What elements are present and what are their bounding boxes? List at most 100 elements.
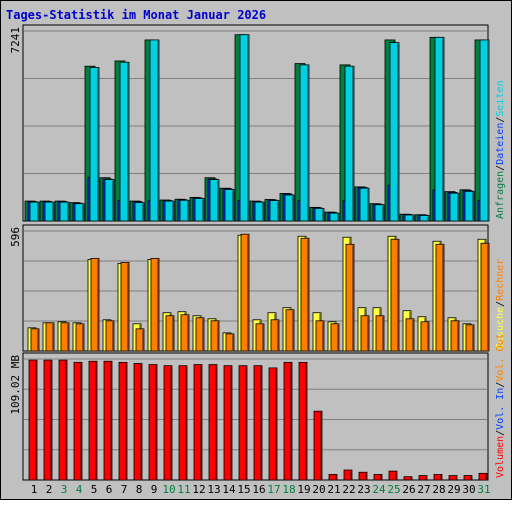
bar-sites-day-21 [330,323,340,352]
bar-shade-sites-day-10 [172,316,174,351]
bar-shade-kbytes-day-5 [95,362,97,480]
x-tick-day-8: 8 [136,483,143,496]
x-tick-day-1: 1 [31,483,38,496]
x-tick-day-15: 15 [237,483,250,496]
chart-panels: 7241Anfragen/Dateien/Seiten596Besuche/Re… [9,24,506,481]
bar-shade-kbytes-day-26 [410,477,412,480]
legend-separator: / [495,165,506,171]
bar-kbytes-day-11 [178,365,188,481]
bar-sites-day-16 [255,323,265,352]
bar-shade-kbytes-day-23 [365,473,367,480]
bar-pages-day-29 [449,192,460,222]
bar-sites-day-30 [465,324,475,352]
bar-sites-day-24 [375,315,385,352]
bar-kbytes-day-6 [103,360,113,481]
x-tick-day-31: 31 [477,483,490,496]
bar-pages-day-19 [299,64,310,222]
bar-kbytes-day-22 [343,469,353,481]
bar-shade-sites-day-11 [187,315,189,351]
bar-shade-sites-day-30 [472,325,474,351]
x-tick-day-25: 25 [387,483,400,496]
x-tick-day-30: 30 [462,483,475,496]
bar-shade-pages-day-21 [337,214,339,221]
bar-sites-day-6 [105,320,115,352]
chart-title: Tages-Statistik im Monat Januar 2026 [6,8,266,22]
bar-sites-day-5 [90,257,100,352]
bar-shade-sites-day-21 [337,324,339,351]
bar-shade-kbytes-day-9 [155,365,157,480]
bar-kbytes-day-28 [433,474,443,481]
bar-kbytes-day-18 [283,361,293,481]
bar-kbytes-day-17 [268,367,278,481]
bar-kbytes-day-1 [28,359,38,481]
bar-shade-kbytes-day-29 [455,476,457,480]
bar-shade-pages-day-27 [427,216,429,221]
bar-shade-kbytes-day-22 [350,471,352,480]
bar-shade-kbytes-day-18 [290,363,292,480]
bar-pages-day-11 [179,199,190,222]
bar-shade-sites-day-23 [367,316,369,351]
bar-kbytes-day-8 [133,363,143,481]
x-tick-day-17: 17 [267,483,280,496]
bar-shade-pages-day-14 [232,190,234,221]
bar-shade-sites-day-25 [397,240,399,351]
bar-shade-kbytes-day-6 [110,362,112,480]
x-tick-day-28: 28 [432,483,445,496]
bar-sites-day-13 [210,320,220,352]
bar-shade-sites-day-7 [127,263,129,351]
bar-sites-day-1 [30,328,40,352]
bar-pages-day-31 [479,39,490,222]
bar-kbytes-day-7 [118,361,128,481]
bar-shade-pages-day-16 [262,203,264,221]
bar-pages-day-26 [404,214,415,222]
bar-shade-pages-day-26 [412,215,414,221]
bar-shade-sites-day-15 [247,235,249,351]
x-tick-day-7: 7 [121,483,128,496]
bar-pages-day-22 [344,65,355,222]
bar-shade-pages-day-30 [472,192,474,221]
bar-shade-pages-day-19 [307,65,309,221]
x-tick-day-16: 16 [252,483,265,496]
bar-pages-day-14 [224,189,235,222]
x-tick-day-12: 12 [192,483,205,496]
bar-pages-day-4 [74,203,85,222]
bar-sites-day-18 [285,309,295,352]
x-axis-day-labels: 1 2 3 4 5 6 7 8 9 10 11 12 13 14 15 16 17 18 19 20 21 22 23 24 2… [31,483,491,496]
bar-pages-day-6 [104,179,115,222]
bar-shade-sites-day-31 [487,244,489,351]
legend-sites: Rechner [495,259,506,301]
bar-sites-day-22 [345,243,355,352]
bar-shade-kbytes-day-28 [440,475,442,480]
x-tick-day-13: 13 [207,483,220,496]
bar-sites-day-10 [165,315,175,352]
bar-pages-day-17 [269,200,280,222]
bar-kbytes-day-19 [298,361,308,481]
bar-shade-pages-day-12 [202,199,204,221]
legend-hits: Anfragen [495,171,506,219]
bar-shade-kbytes-day-1 [35,361,37,480]
bar-shade-pages-day-22 [352,67,354,221]
x-tick-day-3: 3 [61,483,68,496]
bar-shade-kbytes-day-3 [65,361,67,480]
bar-pages-day-13 [209,179,220,222]
bar-pages-day-3 [59,201,70,222]
x-tick-day-2: 2 [46,483,53,496]
bar-shade-kbytes-day-10 [170,366,172,480]
bar-shade-pages-day-24 [382,205,384,221]
bar-sites-day-11 [180,314,190,352]
bar-shade-sites-day-13 [217,321,219,351]
bar-sites-day-12 [195,317,205,352]
bar-shade-sites-day-24 [382,316,384,351]
bar-kbytes-day-12 [193,364,203,481]
bar-pages-day-16 [254,201,265,222]
legend-separator: / [495,301,506,307]
bar-sites-day-25 [390,238,400,352]
bar-shade-sites-day-16 [262,324,264,351]
bar-pages-day-8 [134,202,145,222]
bar-shade-pages-day-9 [157,40,159,221]
bar-shade-pages-day-6 [112,180,114,221]
bar-kbytes-day-5 [88,360,98,481]
bar-shade-sites-day-4 [82,324,84,351]
bar-shade-pages-day-29 [457,194,459,221]
